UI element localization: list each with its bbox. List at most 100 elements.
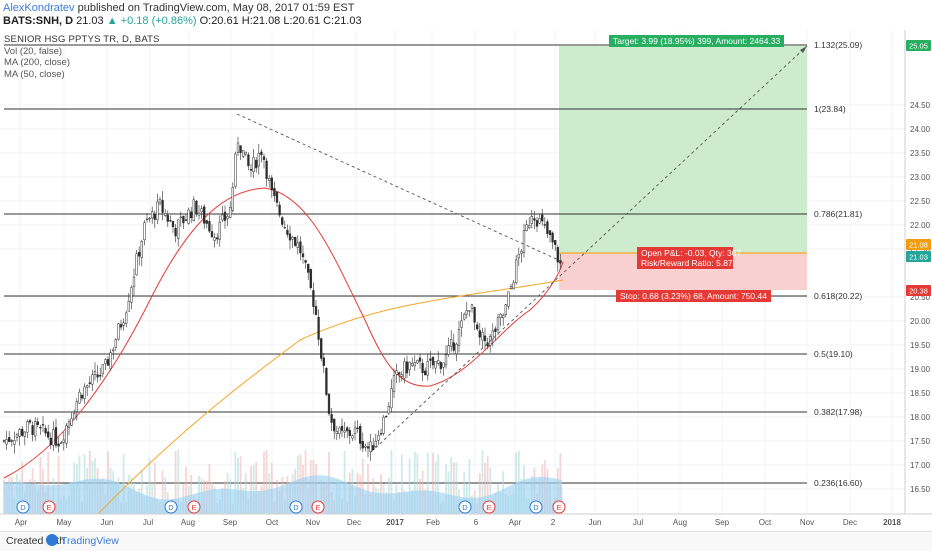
candle-body [356, 427, 359, 429]
volume-bar [270, 462, 273, 514]
candle-body [138, 251, 141, 257]
earnings-marker-icon [552, 500, 566, 514]
legend-ma200[interactable]: MA (200, close) [4, 57, 70, 68]
candle-body [208, 221, 211, 232]
candle-body [112, 349, 115, 352]
candle-body [106, 359, 110, 366]
symbol[interactable]: BATS:SNH, D [3, 15, 74, 27]
volume-bar [255, 462, 258, 514]
volume-ma-area [4, 475, 563, 514]
candle-body [530, 215, 533, 224]
candle-body [190, 211, 193, 219]
candle-body [429, 358, 432, 361]
dividend-marker-icon [16, 500, 30, 514]
volume-bar [161, 470, 164, 514]
candle-body [470, 304, 474, 309]
candle-body [522, 230, 526, 253]
pnl-box[interactable]: Open P&L: -0.03, Qty: 367 Risk/Reward Ra… [637, 247, 741, 269]
price-tick-label: 24.50 [910, 101, 931, 110]
price-tick-label: 23.00 [910, 173, 931, 182]
legend-volume[interactable]: Vol (20, false) [4, 45, 63, 57]
target-box[interactable]: Target: 3.99 (18.95%) 399, Amount: 2464.… [609, 35, 785, 47]
candle-body [171, 221, 175, 228]
candle-body [109, 352, 112, 369]
time-tick-label: 2018 [883, 518, 901, 527]
time-tick-label: Jun [589, 518, 602, 527]
candle-body [200, 208, 203, 213]
candle-body [36, 421, 39, 425]
candle-body [385, 416, 388, 418]
chart-legend: SENIOR HSG PPTYS TR, D, BATS Vol (20, fa… [4, 34, 160, 80]
candle-body [377, 435, 380, 441]
candle-body [548, 230, 552, 236]
candle-body [283, 226, 286, 229]
volume-bar [239, 456, 242, 514]
symbol-info: BATS:SNH, D 21.03 ▲ +0.18 (+0.86%) O:20.… [3, 15, 362, 27]
price-tick-label: 17.00 [910, 461, 931, 470]
volume-bar [250, 465, 252, 514]
candle-body [307, 263, 310, 273]
candle-body [117, 323, 120, 340]
candle-body [218, 221, 221, 240]
candle-body [234, 153, 237, 187]
candle-body [268, 178, 271, 181]
time-tick-label: Aug [181, 518, 195, 527]
dividend-marker-icon [529, 500, 543, 514]
candle-body [312, 290, 315, 307]
price-change: ▲ +0.18 (+0.86%) [106, 15, 197, 27]
candle-body [156, 201, 159, 221]
legend-ma50[interactable]: MA (50, close) [4, 68, 65, 80]
volume-bar [190, 474, 193, 514]
time-tick-label: Jul [143, 518, 153, 527]
candle-body [93, 371, 97, 375]
candle-body [213, 237, 216, 241]
volume-bar [484, 462, 486, 514]
candle-body [143, 222, 146, 241]
stop-box[interactable]: Stop: 0.68 (3.23%) 68, Amount: 750.44 [616, 290, 771, 302]
price-tag [906, 40, 931, 51]
candle-body [182, 215, 185, 224]
volume-bar [361, 458, 364, 514]
ohlc-values: O:20.61 H:21.08 L:20.61 C:21.03 [199, 15, 362, 27]
candle-body [62, 439, 65, 443]
event-marker-label: D [20, 503, 26, 512]
candle-body [533, 218, 536, 221]
trendline-upper[interactable] [236, 113, 564, 263]
candle-body [426, 361, 429, 376]
candle-body [203, 206, 206, 224]
tradingview-logo-icon[interactable] [46, 534, 58, 546]
candle-body [60, 442, 63, 445]
candle-body [512, 282, 515, 290]
candle-body [476, 324, 479, 330]
candle-body [296, 242, 299, 249]
time-tick-label: 2 [551, 518, 556, 527]
candle-body [169, 220, 172, 222]
tradingview-link[interactable]: TradingView [61, 535, 119, 547]
risk-reward-line: Risk/Reward Ratio: 5.87 [641, 258, 733, 268]
candle-body [83, 386, 86, 399]
price-chart[interactable]: 1.132(25.09) 1(23.84) 0.786(21.81) 0.618(20… [0, 30, 932, 531]
candle-body [502, 314, 505, 319]
publish-info: AlexKondratev published on TradingView.c… [3, 2, 354, 14]
candle-body [348, 430, 351, 436]
candle-body [2, 440, 6, 442]
candle-body [556, 247, 559, 263]
volume-bar [174, 451, 177, 514]
price-tick-label: 20.00 [910, 317, 931, 326]
candle-body [70, 418, 73, 426]
candle-body [13, 440, 16, 445]
dividend-marker-icon [458, 500, 472, 514]
time-axis: Apr May Jun Jul Aug Sep Oct Nov Dec 2017 Feb 6 Apr 2 J… [15, 518, 902, 527]
candle-body [166, 215, 169, 222]
candle-body [320, 338, 323, 359]
candle-body [413, 362, 416, 367]
author-link[interactable]: AlexKondratev [3, 2, 75, 14]
chart-header: AlexKondratev published on TradingView.c… [0, 0, 932, 30]
candle-body [403, 361, 406, 379]
event-marker-label: E [191, 503, 196, 512]
candle-body [197, 212, 201, 216]
time-tick-label: Apr [509, 518, 522, 527]
price-tag [906, 251, 931, 262]
candle-body [223, 211, 227, 221]
